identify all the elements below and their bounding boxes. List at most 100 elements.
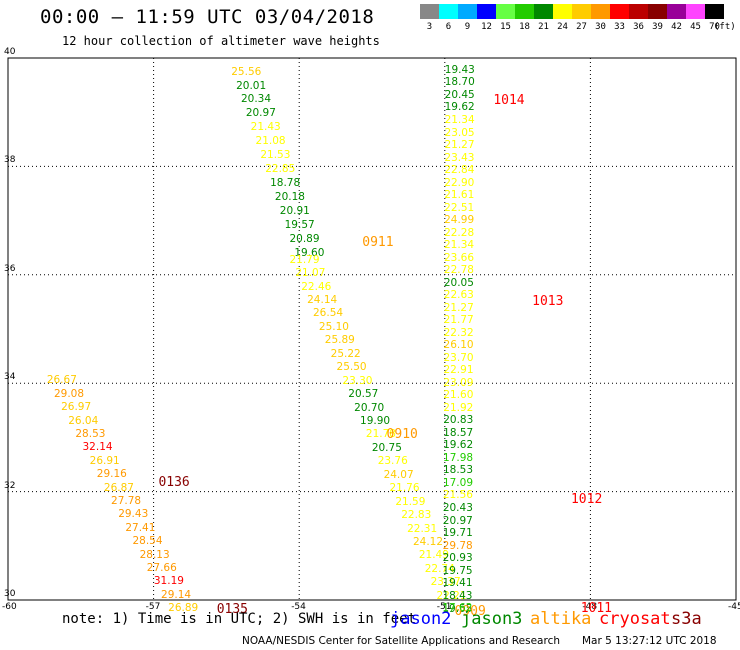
color-swatch [629, 4, 648, 19]
wave-height-value: 25.22 [330, 347, 361, 360]
wave-height-value: 26.04 [68, 414, 99, 427]
color-swatch [477, 4, 496, 19]
wave-height-value: 21.79 [289, 253, 320, 266]
color-swatch-label: 15 [500, 22, 511, 32]
wave-height-value: 22.46 [301, 280, 332, 293]
color-swatch-label: 3 [426, 22, 433, 32]
wave-height-value: 22.32 [443, 326, 474, 339]
wave-height-value: 22.63 [443, 289, 474, 302]
satellite-s3a-label: s3a [671, 609, 702, 629]
color-swatch-label: 21 [538, 22, 549, 32]
wave-height-value: 26.67 [46, 374, 77, 387]
wave-height-value: 24.07 [383, 468, 414, 481]
wave-height-value: 21.59 [395, 495, 426, 508]
color-swatch-label: 33 [614, 22, 625, 32]
wave-height-value: 32.14 [82, 441, 113, 454]
wave-height-value: 20.93 [442, 552, 473, 565]
wave-height-value: 26.91 [89, 454, 120, 467]
y-tick-label: 38 [4, 155, 16, 166]
wave-height-value: 21.77 [443, 314, 474, 327]
color-swatch [515, 4, 534, 19]
color-swatch-label: 24 [557, 22, 568, 32]
wave-height-value: 27.41 [125, 521, 156, 534]
pass-time-label: 0135 [216, 601, 248, 617]
wave-height-value: 29.14 [161, 588, 192, 601]
y-tick-label: 34 [4, 372, 16, 383]
pass-time-label: 1011 [580, 601, 612, 617]
wave-height-value: 19.57 [284, 219, 315, 232]
wave-height-value: 17.09 [442, 476, 473, 489]
color-swatch-label: 42 [671, 22, 682, 32]
color-swatch [648, 4, 667, 19]
y-tick-label: 32 [4, 480, 16, 491]
x-tick-label: -45 [728, 602, 740, 612]
wave-height-value: 21.27 [443, 301, 474, 314]
wave-height-value: 17.62 [442, 602, 473, 615]
wave-height-value: 24.14 [307, 293, 338, 306]
wave-height-value: 17.98 [443, 451, 474, 464]
wave-height-value: 29.43 [118, 508, 149, 521]
x-tick-label: -60 [2, 602, 17, 612]
satellite-altika-label: altika [530, 609, 592, 629]
color-swatch-label: 45 [690, 22, 701, 32]
color-swatch-label: 6 [445, 22, 452, 32]
color-swatch [705, 4, 724, 19]
wave-height-value: 22.78 [443, 264, 474, 277]
wave-height-value: 22.84 [444, 164, 475, 177]
x-tick-label: -51 [436, 602, 452, 612]
wave-height-value: 22.21 [436, 589, 467, 602]
wave-height-value: 23.37 [430, 576, 461, 589]
unit-label: (ft) [714, 22, 736, 32]
x-tick-label: -54 [291, 602, 306, 612]
satellite-cryosat-label: cryosat [599, 609, 671, 629]
wave-height-value: 28.53 [75, 428, 106, 441]
wave-height-value: 22.83 [401, 509, 432, 522]
wave-height-value: 22.51 [444, 201, 475, 214]
wave-height-value: 20.34 [240, 93, 272, 106]
pass-time-label: 0909 [454, 603, 486, 619]
wave-height-value: 21.92 [443, 401, 474, 414]
pass-time-label: 1012 [570, 491, 603, 507]
wave-height-value: 26.54 [313, 307, 344, 320]
wave-height-value: 21.34 [444, 113, 475, 126]
color-swatch [610, 4, 629, 19]
wave-height-value: 29.78 [442, 539, 473, 552]
wave-height-value: 20.45 [444, 88, 475, 101]
footnote: note: 1) Time is in UTC; 2) SWH is in fe… [62, 611, 417, 627]
wave-height-value: 22.90 [444, 176, 475, 189]
wave-height-value: 25.50 [336, 361, 367, 374]
color-swatch-label: 12 [481, 22, 492, 32]
wave-height-value: 19.55 [442, 603, 473, 616]
map-subtitle: 12 hour collection of altimeter wave hei… [62, 34, 380, 48]
wave-height-value: 22.31 [407, 522, 438, 535]
wave-height-value: 21.53 [260, 149, 291, 162]
wave-height-value: 21.08 [255, 135, 286, 148]
color-swatch [496, 4, 515, 19]
wave-height-value: 29.16 [96, 468, 127, 481]
wave-height-value: 18.70 [444, 76, 475, 89]
wave-height-value: 23.09 [443, 376, 474, 389]
map-title: 00:00 – 11:59 UTC 03/04/2018 [40, 6, 375, 28]
color-swatch [458, 4, 477, 19]
wave-height-value: 19.43 [444, 63, 475, 76]
wave-height-value: 20.57 [348, 388, 379, 401]
wave-height-value: 20.01 [236, 79, 267, 92]
wave-height-value: 20.75 [371, 441, 402, 454]
wave-height-value: 19.62 [443, 439, 474, 452]
wave-height-value: 21.27 [444, 139, 475, 152]
wave-height-value: 22.85 [265, 163, 296, 176]
wave-height-value: 27.78 [111, 495, 142, 507]
wave-height-value: 23.70 [443, 351, 474, 364]
wave-height-value: 23.66 [443, 251, 475, 264]
wave-height-value: 31.19 [153, 575, 184, 588]
wave-height-value: 22.74 [424, 562, 455, 575]
wave-height-value: 20.18 [274, 191, 305, 204]
wave-height-value: 18.43 [442, 589, 473, 602]
wave-height-value: 18.53 [442, 464, 474, 477]
pass-time-label: 0136 [158, 475, 190, 491]
wave-height-value: 21.49 [418, 549, 449, 562]
pass-time-label: 0910 [386, 426, 418, 442]
generation-timestamp: Mar 5 13:27:12 UTC 2018 [582, 635, 717, 647]
x-tick-label: -48 [582, 602, 598, 612]
